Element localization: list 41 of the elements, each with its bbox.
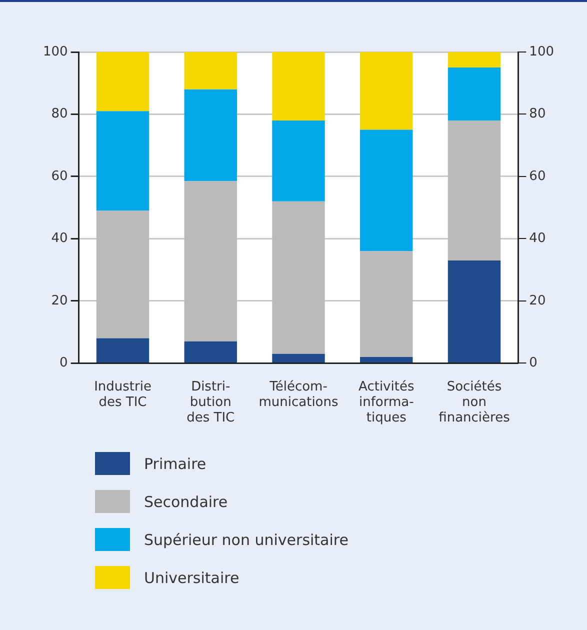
bar xyxy=(184,52,237,90)
x-tick-label: Activités informa- tiques xyxy=(358,379,414,426)
y-tick-label: 80 xyxy=(529,106,546,122)
legend-label: Supérieur non universitaire xyxy=(144,530,348,548)
bar xyxy=(272,120,325,202)
x-tick-label: Sociétés non financières xyxy=(438,379,510,426)
x-tick-label: Industrie des TIC xyxy=(94,379,152,410)
y-tick-label: 20 xyxy=(529,293,546,308)
y2-tick-label: 0 xyxy=(60,356,68,371)
bar xyxy=(272,354,325,362)
y2-tick-label: 40 xyxy=(51,231,68,246)
bar xyxy=(448,260,501,362)
legend-label: Secondaire xyxy=(144,492,228,510)
bar xyxy=(272,52,325,120)
y2-tick-label: 20 xyxy=(51,293,68,308)
y2-tick-label: 80 xyxy=(51,106,68,122)
bar xyxy=(184,341,237,362)
bar xyxy=(96,338,150,362)
bar xyxy=(360,52,413,130)
bar xyxy=(272,201,325,354)
bar xyxy=(96,210,150,338)
bar xyxy=(360,356,413,362)
y-tick-label: 0 xyxy=(529,356,538,371)
legend-label: Universitaire xyxy=(144,568,240,586)
bar xyxy=(448,120,501,261)
bar xyxy=(448,68,501,120)
x-tick-label: Télécom- munications xyxy=(258,379,338,410)
bar xyxy=(360,130,413,252)
y-tick-label: 40 xyxy=(529,231,546,246)
y2-tick-label: 100 xyxy=(42,44,68,60)
bar xyxy=(184,181,237,342)
bar xyxy=(96,111,150,211)
y2-tick-label: 60 xyxy=(51,168,68,184)
y-tick-label: 60 xyxy=(529,168,546,184)
bar xyxy=(448,52,501,68)
bar xyxy=(184,89,237,182)
bar xyxy=(96,52,150,112)
x-tick-label: Distri- bution des TIC xyxy=(186,379,235,426)
legend-label: Primaire xyxy=(144,454,206,472)
bar xyxy=(360,251,413,357)
y-tick-label: 100 xyxy=(529,44,554,60)
